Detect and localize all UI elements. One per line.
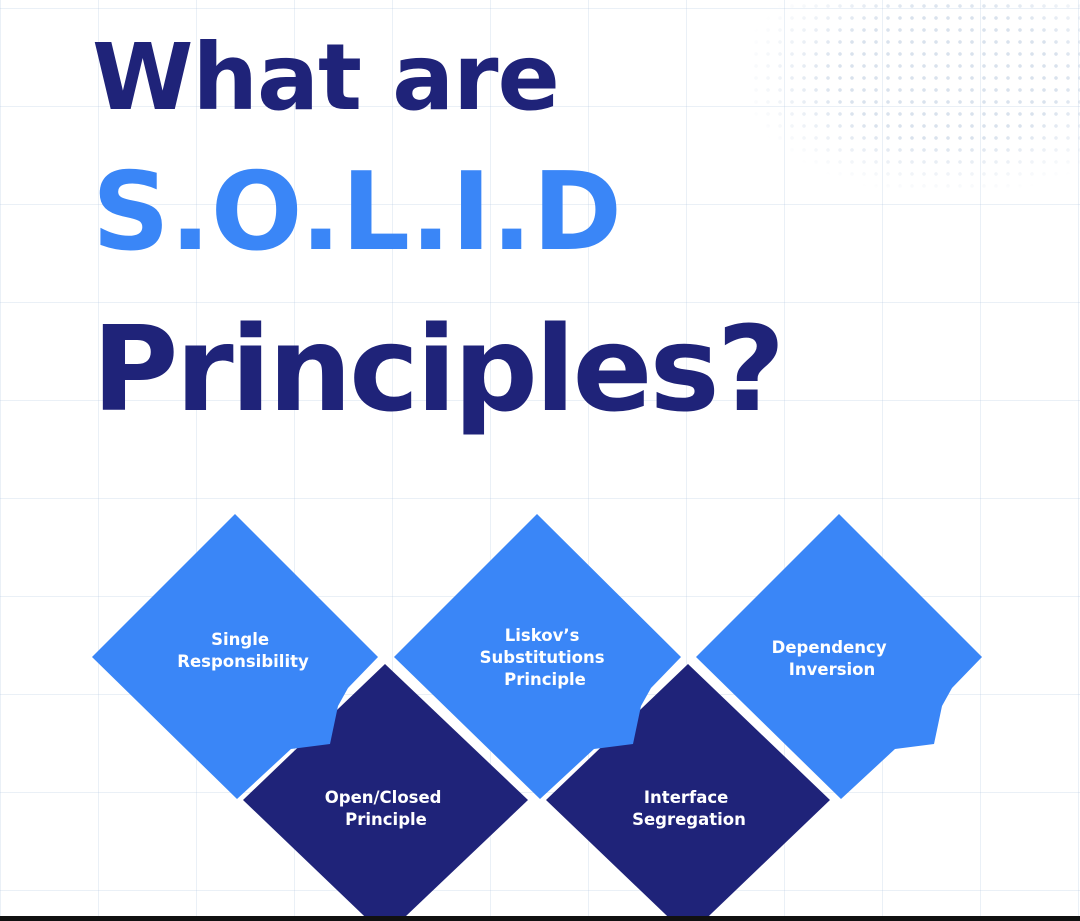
label-dependency-inversion: Dependency Inversion [772, 638, 893, 679]
diamond-dependency-inversion [696, 514, 982, 799]
label-line: Principle [345, 810, 427, 829]
label-line: Segregation [632, 810, 746, 829]
label-line: Dependency [772, 638, 887, 657]
label-open-closed: Open/Closed Principle [325, 788, 447, 829]
diamond-open-closed [243, 664, 528, 921]
dotted-world-map-decoration [750, 0, 1080, 190]
label-line: Single [211, 630, 269, 649]
bottom-edge-bar [0, 916, 1080, 921]
label-interface-segregation: Interface Segregation [632, 788, 746, 829]
label-line: Interface [644, 788, 728, 807]
label-single-responsibility: Single Responsibility [177, 630, 309, 671]
label-line: Substitutions [480, 648, 605, 667]
heading-line-principles: Principles? [92, 300, 785, 438]
label-line: Principle [504, 670, 586, 689]
heading-line-solid: S.O.L.I.D [92, 150, 622, 275]
heading-line-what-are: What are [92, 24, 560, 131]
label-line: Open/Closed [325, 788, 442, 807]
label-line: Liskov’s [505, 626, 580, 645]
diamond-single-responsibility [92, 514, 378, 799]
diamond-liskov [394, 514, 681, 799]
label-liskov: Liskov’s Substitutions Principle [480, 626, 611, 689]
label-line: Responsibility [177, 652, 309, 671]
label-line: Inversion [789, 660, 876, 679]
diamond-interface-segregation [546, 664, 830, 921]
